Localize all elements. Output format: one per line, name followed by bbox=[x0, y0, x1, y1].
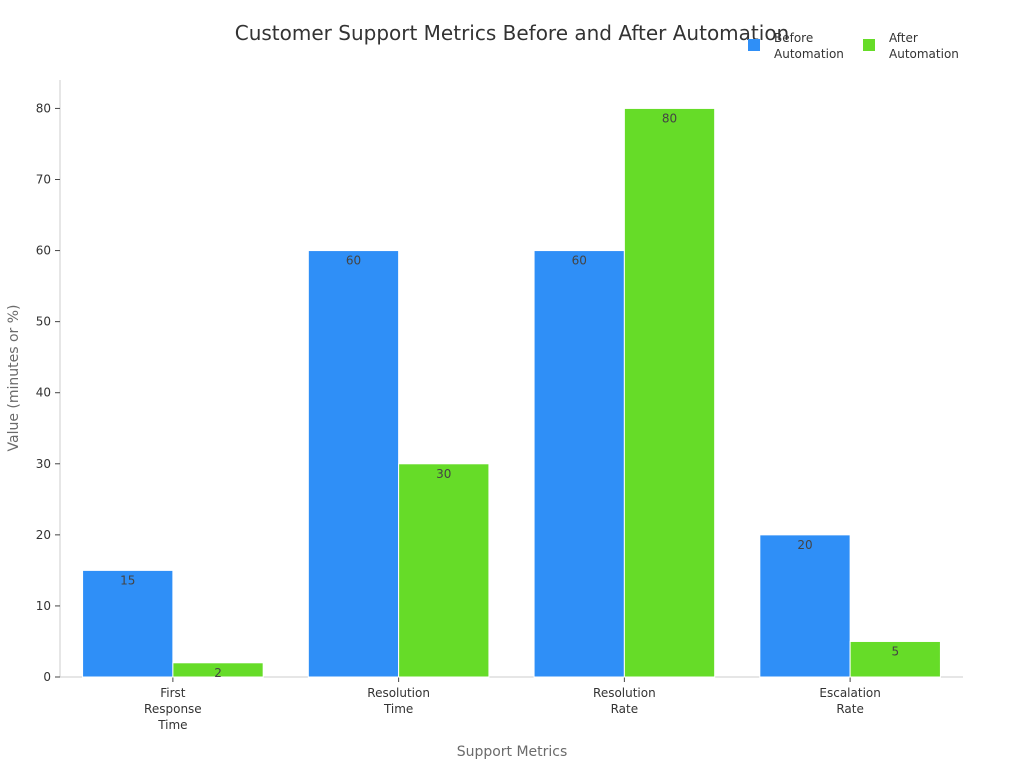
x-tick-label: Escalation Rate bbox=[819, 686, 880, 716]
bar-value-label: 60 bbox=[572, 254, 587, 268]
bar-value-label: 30 bbox=[436, 467, 451, 481]
chart-title: Customer Support Metrics Before and Afte… bbox=[235, 21, 789, 45]
y-axis-title: Value (minutes or %) bbox=[6, 304, 22, 451]
legend-label: Before Automation bbox=[774, 31, 844, 61]
y-tick-label: 80 bbox=[36, 101, 51, 115]
bar-value-label: 60 bbox=[346, 254, 361, 268]
bar bbox=[533, 250, 625, 678]
x-tick-label: Resolution Time bbox=[367, 686, 430, 716]
bar bbox=[172, 662, 264, 678]
bar bbox=[849, 640, 941, 678]
y-axis: 0 10 20 30 40 50 60 70 80 bbox=[36, 80, 61, 684]
x-tick-label: Resolution Rate bbox=[593, 686, 656, 716]
bar bbox=[398, 463, 490, 678]
bar-value-label: 5 bbox=[891, 644, 899, 658]
y-tick-label: 60 bbox=[36, 244, 51, 258]
legend: Before Automation After Automation bbox=[748, 31, 959, 61]
legend-swatch bbox=[748, 39, 760, 51]
bar-value-label: 80 bbox=[662, 111, 677, 125]
y-tick-label: 20 bbox=[36, 528, 51, 542]
bar bbox=[759, 534, 851, 678]
y-tick-label: 0 bbox=[43, 670, 51, 684]
y-tick-label: 10 bbox=[36, 599, 51, 613]
x-axis-title: Support Metrics bbox=[457, 744, 568, 760]
bar-value-label: 20 bbox=[797, 538, 812, 552]
bar bbox=[82, 569, 174, 678]
x-axis: First Response Time Resolution Time Resolutio… bbox=[60, 676, 963, 732]
bar-value-label: 2 bbox=[214, 666, 222, 680]
legend-swatch bbox=[863, 39, 875, 51]
bars-group: 15 2 60 30 60 80 20 5 bbox=[82, 107, 941, 680]
y-tick-label: 30 bbox=[36, 457, 51, 471]
y-tick-label: 50 bbox=[36, 315, 51, 329]
y-tick-label: 70 bbox=[36, 173, 51, 187]
bar bbox=[623, 107, 716, 678]
x-tick-label: First Response Time bbox=[144, 686, 202, 732]
bar-value-label: 15 bbox=[120, 573, 135, 587]
bar bbox=[307, 250, 400, 678]
legend-label: After Automation bbox=[889, 31, 959, 61]
y-tick-label: 40 bbox=[36, 386, 51, 400]
